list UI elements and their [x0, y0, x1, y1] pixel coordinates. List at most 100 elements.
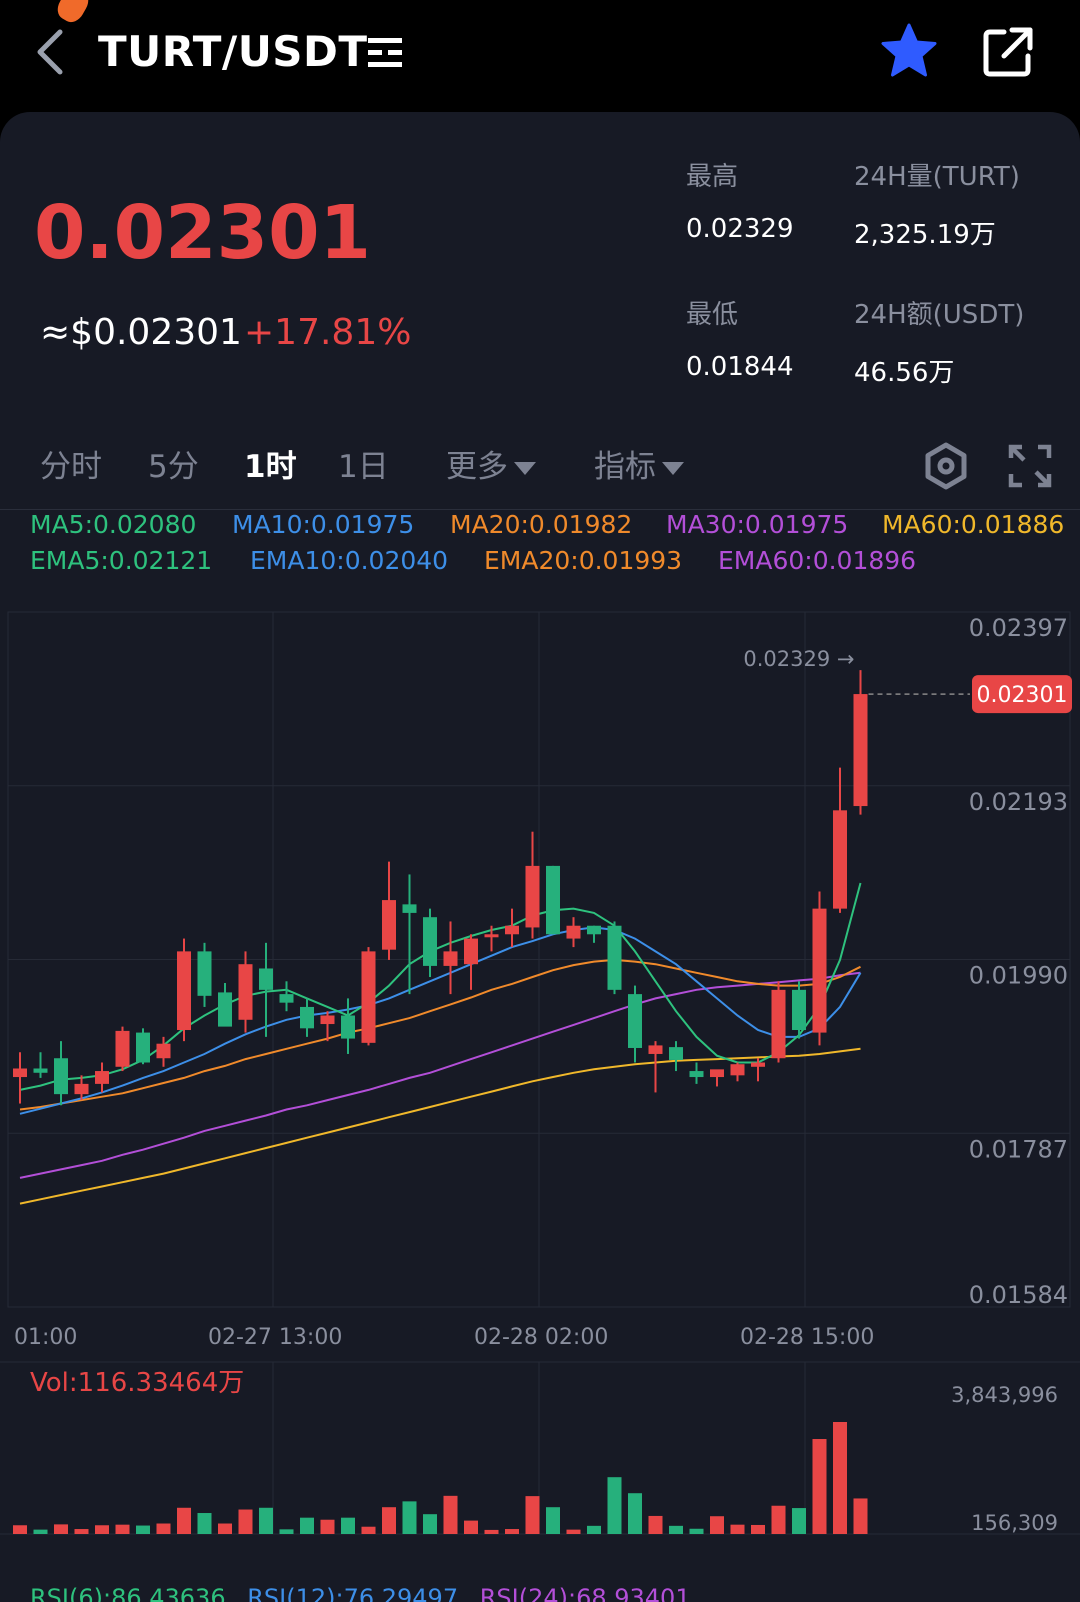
low-value: 0.01844 [686, 352, 794, 382]
volume-label: Vol:116.33464万 [30, 1368, 245, 1398]
ma20-line [19, 958, 861, 1111]
volume-bar [177, 1507, 191, 1534]
candle-body [484, 934, 499, 938]
volume-label: 24H量(TURT) [854, 162, 1020, 192]
candle-body [730, 1064, 745, 1076]
amount-label: 24H额(USDT) [854, 300, 1025, 330]
candle-body [771, 989, 786, 1059]
price-tick-label: 0.01990 [969, 962, 1068, 990]
volume-bar [566, 1529, 581, 1534]
candle-body [669, 1047, 683, 1060]
candle-body [33, 1068, 48, 1073]
star-icon[interactable] [880, 22, 938, 80]
candle-body [156, 1043, 171, 1059]
candle-body [689, 1071, 704, 1078]
candle-body [54, 1058, 68, 1095]
kline-chart[interactable]: 0.02397 0.02193 0.01990 0.01787 0.01584 01:0… [0, 112, 1080, 1602]
volume-bar [341, 1517, 355, 1534]
tab-1h[interactable]: 1时 [244, 449, 297, 485]
candle-body [279, 994, 294, 1003]
rsi-legend: RSI(6):86.43636 RSI(12):76.29497 RSI(24)… [30, 1584, 691, 1602]
pair-title[interactable]: TURT/USDT [98, 27, 368, 76]
candle-body [648, 1045, 663, 1054]
volume-bar [484, 1529, 499, 1534]
last-price-tag [972, 675, 1072, 714]
divider [0, 509, 1080, 510]
candle-body [95, 1071, 109, 1084]
candle-body [320, 1015, 335, 1025]
external-link-icon[interactable] [980, 24, 1036, 80]
time-tick-label: 02-27 13:00 [208, 1325, 342, 1350]
candle-body [341, 1015, 355, 1039]
tab-indicators[interactable]: 指标 [594, 442, 684, 492]
candle-body [115, 1030, 130, 1067]
volume-bar [33, 1529, 48, 1534]
volume-min-label: 156,309 [971, 1511, 1058, 1535]
volume-bar [443, 1495, 458, 1534]
candle-body [607, 925, 622, 990]
rsi6: RSI(6):86.43636 [30, 1584, 226, 1602]
legend-ema60: EMA60:0.01896 [718, 546, 917, 575]
candle-body [13, 1068, 27, 1078]
volume-bar [771, 1505, 786, 1534]
candles [13, 670, 868, 1106]
candle-body [566, 925, 581, 939]
candle-body [505, 925, 519, 935]
candle-body [238, 964, 253, 1020]
volume-bar [833, 1422, 847, 1534]
volume-bar [710, 1516, 724, 1534]
legend-ma5: MA5:0.02080 [30, 510, 197, 539]
legend-ema5: EMA5:0.02121 [30, 546, 213, 575]
candle-body [197, 951, 212, 996]
legend-ema10: EMA10:0.02040 [250, 546, 449, 575]
chevron-left-icon[interactable] [30, 24, 70, 80]
candle-body [628, 994, 642, 1048]
candle-body [443, 951, 458, 966]
low-label: 最低 [686, 300, 739, 330]
volume-bar [853, 1498, 868, 1534]
tab-more[interactable]: 更多 [446, 442, 536, 492]
candle-body [853, 694, 868, 807]
candle-body [218, 992, 232, 1027]
market-panel: 0.02301 ≈$0.02301 +17.81% 最高 0.02329 最低 … [0, 112, 1080, 1602]
time-tick-label: 02-28 02:00 [474, 1325, 608, 1350]
volume-bars: 3,843,996 156,309 [13, 1383, 1058, 1535]
caret-down-icon [514, 462, 536, 475]
volume-bar [812, 1439, 827, 1534]
volume-bar [587, 1525, 601, 1534]
ma30-line [19, 971, 861, 1179]
tab-more-label: 更多 [446, 449, 508, 485]
volume-value: 2,325.19万 [854, 220, 996, 250]
volume-bar [238, 1509, 253, 1534]
time-axis: 01:00 02-27 13:00 02-28 02:00 02-28 15:00 [14, 1325, 874, 1350]
volume-bar [607, 1477, 622, 1534]
fullscreen-icon[interactable] [1008, 444, 1052, 488]
tab-indicators-label: 指标 [594, 449, 656, 485]
volume-bar [464, 1520, 478, 1534]
tab-1d[interactable]: 1日 [338, 449, 389, 485]
volume-bar [689, 1528, 704, 1534]
legend-ma20: MA20:0.01982 [450, 510, 633, 539]
candle-body [259, 968, 273, 990]
amount-value: 46.56万 [854, 358, 955, 388]
candle-body [300, 1006, 314, 1029]
volume-bar [259, 1507, 273, 1534]
volume-bar [115, 1524, 130, 1534]
volume-bar [197, 1513, 212, 1534]
volume-bar [300, 1517, 314, 1534]
candle-body [812, 908, 827, 1033]
rsi24: RSI(24):68.93401 [479, 1584, 691, 1602]
volume-bar [74, 1529, 89, 1534]
candle-body [423, 917, 437, 966]
tab-5m[interactable]: 5分 [148, 449, 199, 485]
candle-body [792, 989, 806, 1031]
volume-bar [279, 1529, 294, 1534]
volume-bar [505, 1529, 519, 1534]
volume-bar [792, 1508, 806, 1534]
legend-ma60: MA60:0.01886 [882, 510, 1065, 539]
settings-icon[interactable] [922, 442, 970, 490]
tab-time[interactable]: 分时 [40, 449, 102, 485]
high-value: 0.02329 [686, 214, 794, 244]
menu-icon[interactable] [366, 32, 406, 72]
candle-body [464, 938, 478, 965]
